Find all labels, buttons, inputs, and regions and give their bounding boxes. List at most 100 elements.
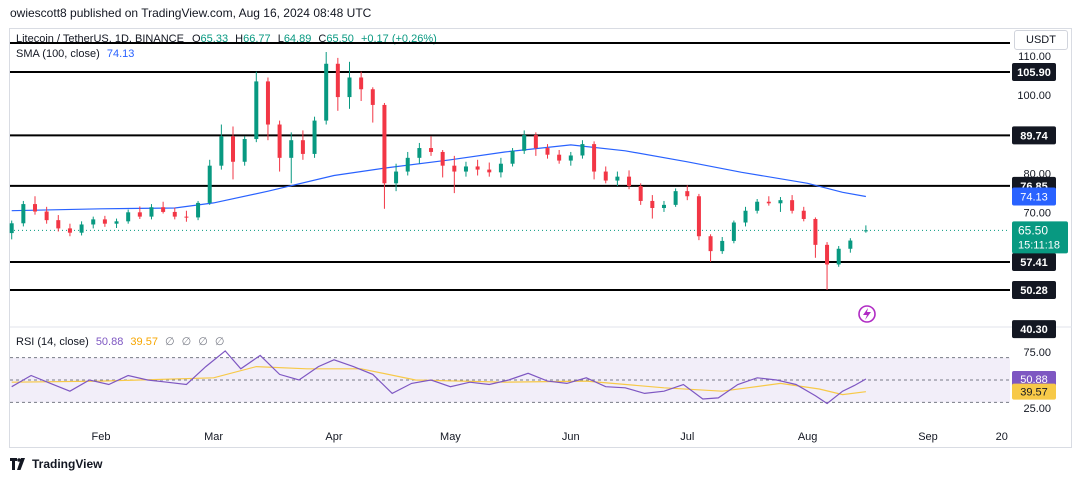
- candle-body: [67, 228, 72, 233]
- candle-body: [56, 220, 61, 229]
- candle-body: [557, 154, 562, 161]
- level-label-box: [1012, 320, 1056, 339]
- candle-body: [149, 207, 154, 217]
- high-label: H: [235, 33, 244, 45]
- low-label: L: [277, 33, 284, 45]
- rsi-value-box: [1012, 383, 1056, 400]
- candle-body: [324, 63, 329, 121]
- sma-legend[interactable]: SMA (100, close) 74.13: [16, 48, 134, 60]
- candle-body: [196, 202, 201, 218]
- level-label-box: [1012, 281, 1056, 299]
- rsi-value-box: [1012, 371, 1056, 388]
- candle-body: [475, 166, 480, 170]
- candle-body: [790, 200, 795, 211]
- candle-body: [813, 218, 818, 245]
- candle-body: [696, 196, 701, 237]
- candle-body: [300, 140, 305, 154]
- rsi-ma-value: 39.57: [130, 336, 158, 348]
- sma-label: 74.13: [1020, 192, 1048, 204]
- candle-body: [708, 236, 713, 252]
- candle-body: [417, 148, 422, 158]
- candle-body: [720, 240, 725, 252]
- price-tick-label: 80.00: [1023, 169, 1051, 181]
- x-tick-label: Feb: [92, 431, 111, 443]
- candle-body: [184, 216, 189, 218]
- candle-body: [219, 136, 224, 166]
- level-label: 105.90: [1017, 67, 1051, 79]
- candle-body: [661, 204, 666, 209]
- rsi-legend[interactable]: RSI (14, close) 50.88 39.57 ∅ ∅ ∅ ∅: [16, 335, 227, 348]
- candle-body: [44, 211, 49, 221]
- lightning-bolt-icon: [863, 308, 871, 320]
- lightning-icon: [858, 305, 876, 323]
- candle-body: [863, 230, 868, 232]
- level-label-box: [1012, 126, 1056, 145]
- level-label-box: [1012, 253, 1056, 272]
- candle-body: [685, 191, 690, 197]
- rsi-label: RSI (14, close): [16, 336, 89, 348]
- candle-body: [242, 139, 247, 162]
- candle-body: [673, 191, 678, 205]
- candle-body: [731, 222, 736, 241]
- candle-body: [440, 151, 445, 166]
- level-label: 89.74: [1020, 130, 1048, 142]
- chart-frame: [9, 28, 1072, 448]
- rsi-ma-line: [11, 365, 866, 396]
- candle-body: [650, 200, 655, 209]
- sma-label-box: [1012, 187, 1056, 206]
- candle-body: [498, 163, 503, 173]
- candle-body: [743, 210, 748, 223]
- candle-body: [627, 176, 632, 187]
- x-tick-label: May: [440, 431, 461, 443]
- x-tick-label: 20: [996, 431, 1008, 443]
- currency-selector[interactable]: USDT: [1014, 30, 1068, 50]
- tradingview-brand: TradingView: [32, 457, 103, 471]
- candle-body: [359, 77, 364, 90]
- candle-body: [79, 224, 84, 233]
- rsi-value: 50.88: [95, 336, 124, 348]
- candle-body: [277, 124, 282, 158]
- candle-body: [510, 150, 515, 164]
- candle-body: [848, 240, 853, 249]
- candle-body: [778, 200, 783, 204]
- rsi-extra-values: ∅ ∅ ∅ ∅: [165, 336, 227, 348]
- x-tick-label: Sep: [918, 431, 938, 443]
- candle-body: [592, 144, 597, 172]
- candle-body: [102, 219, 107, 224]
- candle-body: [603, 171, 608, 181]
- candle-body: [615, 176, 620, 181]
- candle-body: [580, 144, 585, 156]
- price-label-box: [1012, 221, 1068, 254]
- x-tick-label: Mar: [204, 431, 223, 443]
- candle-body: [394, 171, 399, 184]
- candle-body: [545, 148, 550, 155]
- sma-value: 74.13: [106, 48, 135, 60]
- rsi-line: [11, 350, 867, 405]
- candle-body: [755, 201, 760, 211]
- open-label: O: [191, 33, 201, 45]
- candle-body: [801, 210, 806, 219]
- candle-body: [312, 120, 317, 154]
- candle-body: [161, 207, 166, 212]
- price-label: 65.50: [1018, 223, 1048, 237]
- rsi-value-label: 50.88: [1020, 374, 1048, 386]
- candle-body: [289, 140, 294, 158]
- countdown-label: 15:11:18: [1018, 239, 1060, 251]
- candle-body: [9, 223, 14, 234]
- candle-body: [533, 135, 538, 149]
- candle-body: [568, 155, 573, 161]
- sma-label: SMA (100, close): [16, 48, 100, 60]
- candle-body: [522, 135, 527, 151]
- rsi-value-label: 39.57: [1020, 387, 1048, 399]
- candle-body: [231, 136, 236, 162]
- rsi-tick-label: 25.00: [1023, 403, 1051, 415]
- candle-body: [370, 89, 375, 105]
- x-tick-label: Apr: [325, 431, 342, 443]
- candle-body: [137, 212, 142, 217]
- candle-body: [638, 186, 643, 201]
- tradingview-footer[interactable]: TradingView: [10, 457, 102, 471]
- candle-body: [254, 81, 259, 140]
- level-label: 57.41: [1020, 257, 1048, 269]
- level-label: 40.30: [1020, 324, 1048, 336]
